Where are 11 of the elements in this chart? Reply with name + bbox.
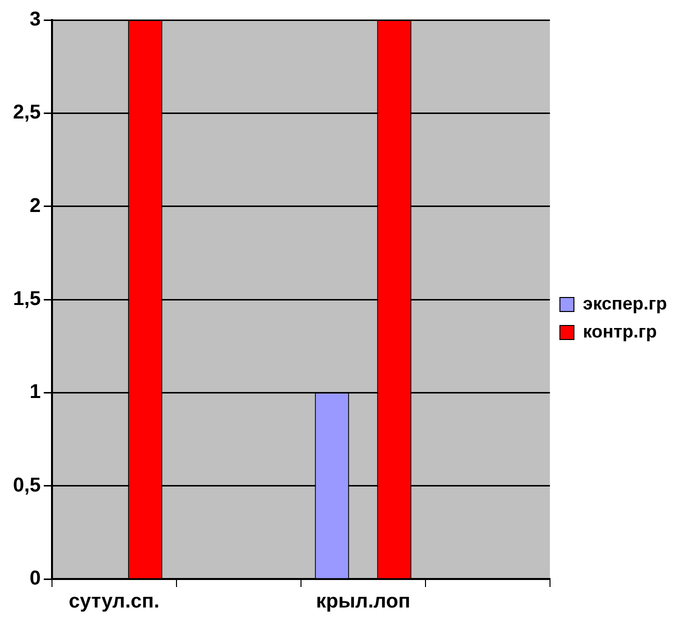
y-tick-label: 2,5 <box>12 102 41 124</box>
x-tick-label: крыл.лоп <box>316 590 410 613</box>
y-tick-label: 1 <box>30 381 41 404</box>
legend-label: контр.гр <box>582 321 657 342</box>
y-tick-label: 3 <box>30 8 41 31</box>
x-tick-label: сутул.сп. <box>68 590 160 613</box>
legend-label: экспер.гр <box>582 293 668 314</box>
y-tick-label: 1,5 <box>12 288 41 310</box>
y-tick-label: 0,5 <box>12 474 41 496</box>
y-tick-label: 0 <box>30 568 41 590</box>
y-tick-label: 2 <box>30 194 41 217</box>
